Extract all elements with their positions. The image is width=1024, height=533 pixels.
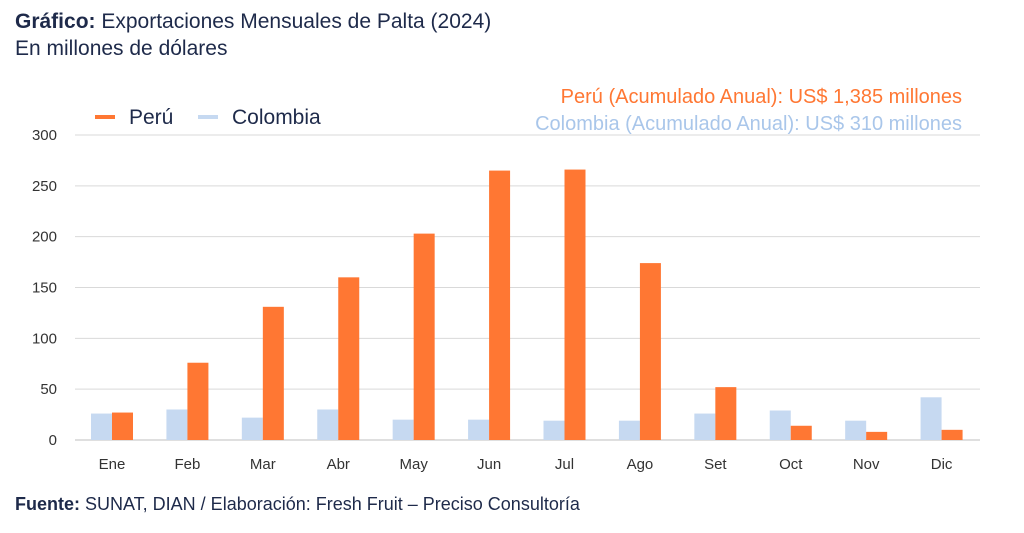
annotation-total: Perú (Acumulado Anual): US$ 1,385 millon…: [561, 86, 962, 108]
bar-colombia-may: [392, 419, 414, 440]
y-tick-label: 50: [40, 381, 57, 398]
gridlines: [75, 134, 980, 441]
x-tick-label: May: [399, 456, 428, 473]
chart-subtitle: En millones de dólares: [15, 37, 228, 60]
y-axis-ticks: 0 50 100 150 200 250 300: [32, 127, 57, 449]
bar-per-ago: [639, 263, 661, 440]
chart-title: Gráfico: Exportaciones Mensuales de Palt…: [15, 8, 491, 35]
bar-per-ene: [112, 412, 133, 440]
annotation-total: Colombia (Acumulado Anual): US$ 310 mill…: [535, 113, 962, 135]
x-tick-label: Jun: [477, 456, 501, 473]
bar-colombia-oct: [769, 410, 791, 440]
annotations: Perú (Acumulado Anual): US$ 1,385 millon…: [535, 86, 962, 135]
x-tick-label: Ago: [627, 456, 654, 473]
y-tick-label: 100: [32, 330, 57, 347]
x-tick-label: Jul: [555, 456, 574, 473]
bar-colombia-feb: [166, 409, 188, 440]
bar-per-set: [715, 387, 737, 440]
bar-colombia-ene: [91, 413, 112, 440]
bar-per-nov: [866, 431, 888, 440]
x-tick-label: Feb: [174, 456, 200, 473]
bar-per-oct: [790, 425, 812, 440]
source-text: SUNAT, DIAN / Elaboración: Fresh Fruit –…: [80, 494, 580, 514]
chart-title-block: Gráfico: Exportaciones Mensuales de Palt…: [15, 8, 491, 62]
title-lead: Gráfico:: [15, 10, 96, 33]
y-tick-label: 300: [32, 127, 57, 144]
bar-colombia-jun: [468, 419, 490, 440]
bar-per-may: [413, 233, 435, 440]
bar-colombia-abr: [317, 409, 339, 440]
bar-per-feb: [187, 362, 209, 440]
y-tick-label: 200: [32, 229, 57, 246]
x-tick-label: Nov: [853, 456, 880, 473]
x-tick-label: Mar: [250, 456, 276, 473]
source-lead: Fuente:: [15, 494, 80, 514]
bar-colombia-dic: [920, 397, 942, 440]
bar-colombia-jul: [543, 420, 565, 440]
y-tick-label: 150: [32, 280, 57, 297]
x-tick-label: Oct: [779, 456, 803, 473]
y-tick-label: 0: [49, 432, 57, 449]
x-tick-label: Set: [704, 456, 727, 473]
bar-colombia-set: [694, 413, 716, 440]
bar-per-abr: [338, 277, 360, 440]
x-axis-ticks: Ene Feb Mar Abr May Jun Jul Ago Set Oct Nov Dic: [99, 456, 953, 473]
legend-label: Perú: [129, 106, 173, 129]
x-tick-label: Abr: [327, 456, 350, 473]
legend-label: Colombia: [232, 106, 321, 129]
bar-per-mar: [262, 306, 284, 440]
title-text: Exportaciones Mensuales de Palta (2024): [95, 10, 492, 33]
legend: Perú Colombia: [95, 106, 321, 129]
bar-colombia-nov: [845, 420, 867, 440]
bars: [91, 169, 963, 441]
bar-per-jul: [564, 169, 586, 441]
bar-colombia-ago: [618, 420, 640, 440]
bar-per-jun: [489, 170, 511, 441]
x-tick-label: Dic: [931, 456, 953, 473]
bar-per-dic: [941, 429, 963, 440]
bar-colombia-mar: [241, 417, 263, 440]
source-footer: Fuente: SUNAT, DIAN / Elaboración: Fresh…: [15, 494, 580, 515]
x-tick-label: Ene: [99, 456, 126, 473]
y-tick-label: 250: [32, 178, 57, 195]
